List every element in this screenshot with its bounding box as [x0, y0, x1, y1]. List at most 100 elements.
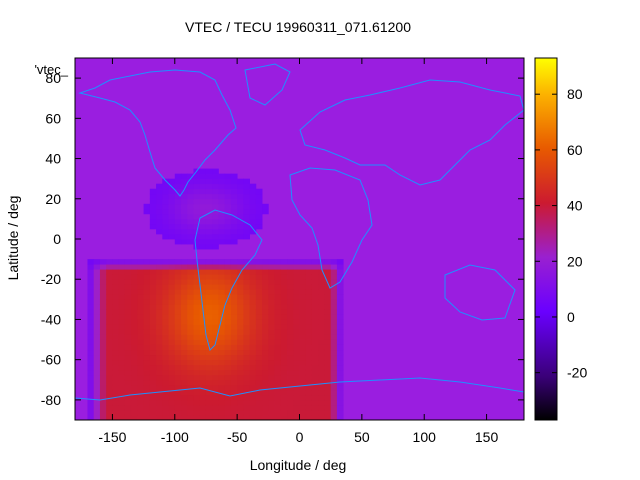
heatmap-cell [112, 259, 120, 265]
heatmap-cell [224, 319, 232, 325]
heatmap-cell [118, 304, 126, 310]
x-axis-label: Longitude / deg [250, 457, 347, 473]
heatmap-cell [212, 369, 219, 376]
heatmap-cell [293, 374, 300, 381]
heatmap-cell [93, 334, 101, 340]
heatmap-cell [255, 389, 263, 396]
heatmap-cell [181, 198, 188, 205]
heatmap-cell [162, 294, 169, 300]
heatmap-cell [118, 284, 126, 290]
heatmap-cell [311, 304, 319, 310]
heatmap-cell [156, 183, 163, 190]
heatmap-cell [287, 394, 294, 401]
heatmap-cell [311, 384, 319, 391]
heatmap-cell [299, 334, 307, 340]
heatmap-cell [87, 344, 95, 351]
heatmap-cell [205, 198, 213, 205]
heatmap-cell [230, 284, 238, 290]
heatmap-cell [99, 384, 107, 391]
heatmap-cell [187, 284, 194, 290]
heatmap-cell [205, 178, 213, 185]
heatmap-cell [199, 203, 207, 210]
heatmap-cell [237, 334, 244, 340]
heatmap-cell [205, 183, 213, 190]
heatmap-cell [255, 359, 263, 366]
heatmap-cell [330, 299, 338, 305]
heatmap-cell [187, 319, 194, 325]
heatmap-cell [181, 409, 188, 416]
heatmap-cell [243, 183, 251, 190]
heatmap-cell [137, 364, 144, 371]
heatmap-cell [262, 369, 269, 376]
heatmap-cell [336, 284, 344, 290]
heatmap-cell [237, 299, 244, 305]
heatmap-cell [137, 394, 144, 401]
heatmap-cell [218, 409, 226, 416]
heatmap-cell [318, 324, 325, 330]
heatmap-cell [205, 314, 213, 320]
heatmap-cell [305, 334, 313, 340]
heatmap-cell [268, 324, 275, 330]
heatmap-cell [168, 329, 176, 335]
heatmap-cell [218, 239, 226, 245]
heatmap-cell [237, 188, 244, 195]
heatmap-cell [330, 284, 338, 290]
heatmap-cell [168, 309, 176, 315]
heatmap-cell [199, 259, 207, 265]
heatmap-cell [143, 264, 151, 270]
heatmap-cell [237, 203, 244, 210]
heatmap-cell [230, 294, 238, 300]
heatmap-cell [274, 409, 282, 416]
heatmap-cell [268, 299, 275, 305]
heatmap-cell [87, 334, 95, 340]
heatmap-cell [187, 394, 194, 401]
heatmap-cell [199, 409, 207, 416]
heatmap-cell [168, 259, 176, 265]
heatmap-cell [230, 334, 238, 340]
y-tick-label: 40 [45, 151, 61, 167]
heatmap-cell [162, 198, 169, 205]
heatmap-cell [193, 339, 201, 345]
heatmap-cell [287, 374, 294, 381]
heatmap-cell [262, 279, 269, 285]
heatmap-cell [293, 319, 300, 325]
heatmap-cell [287, 409, 294, 416]
heatmap-cell [137, 349, 144, 356]
heatmap-cell [199, 289, 207, 295]
heatmap-cell [112, 374, 120, 381]
heatmap-cell [162, 269, 169, 275]
heatmap-cell [280, 284, 288, 290]
heatmap-cell [87, 259, 95, 265]
heatmap-cell [249, 354, 257, 361]
heatmap-cell [324, 334, 332, 340]
heatmap-cell [112, 369, 120, 376]
heatmap-cell [224, 399, 232, 406]
heatmap-cell [224, 173, 232, 180]
heatmap-cell [293, 259, 300, 265]
heatmap-cell [218, 299, 226, 305]
heatmap-cell [324, 294, 332, 300]
heatmap-cell [87, 364, 95, 371]
heatmap-cell [293, 304, 300, 310]
heatmap-cell [268, 354, 275, 361]
heatmap-cell [205, 339, 213, 345]
heatmap-cell [174, 394, 182, 401]
heatmap-cell [293, 409, 300, 416]
heatmap-cell [199, 354, 207, 361]
heatmap-cell [181, 314, 188, 320]
heatmap-cell [230, 309, 238, 315]
heatmap-cell [274, 314, 282, 320]
heatmap-cell [274, 399, 282, 406]
heatmap-cell [243, 354, 251, 361]
heatmap-cell [205, 239, 213, 245]
heatmap-cell [99, 279, 107, 285]
heatmap-cell [156, 213, 163, 220]
heatmap-cell [262, 364, 269, 371]
heatmap-cell [174, 173, 182, 180]
heatmap-cell [131, 289, 138, 295]
heatmap-cell [137, 344, 144, 351]
heatmap-cell [299, 369, 307, 376]
heatmap-cell [287, 364, 294, 371]
heatmap-cell [224, 203, 232, 210]
heatmap-cell [324, 339, 332, 345]
